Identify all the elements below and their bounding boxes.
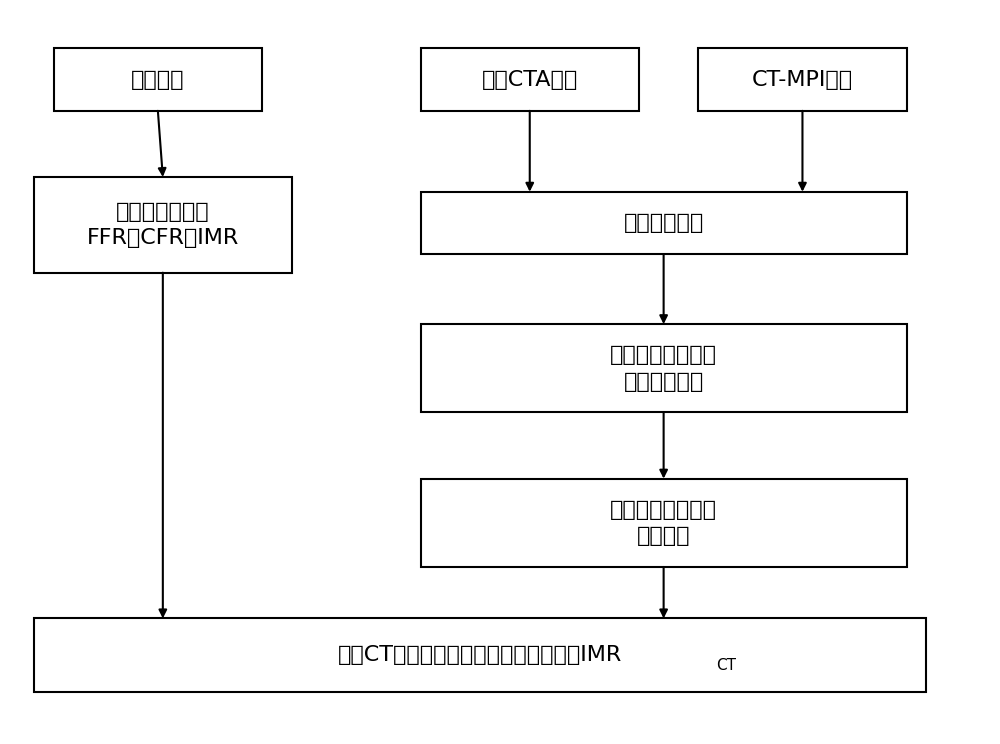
Text: CT: CT [716, 658, 736, 673]
Text: 快速重建主动脉及
相关分支血管: 快速重建主动脉及 相关分支血管 [610, 345, 717, 391]
Text: 基于CT心肌灌注、结合流体力学，计算IMR: 基于CT心肌灌注、结合流体力学，计算IMR [338, 645, 622, 665]
FancyBboxPatch shape [421, 192, 907, 254]
FancyBboxPatch shape [421, 48, 639, 111]
FancyBboxPatch shape [34, 618, 926, 692]
Text: 建立高保真可计算
数学模型: 建立高保真可计算 数学模型 [610, 500, 717, 546]
Text: 图像后期处理: 图像后期处理 [624, 213, 704, 233]
FancyBboxPatch shape [698, 48, 907, 111]
FancyBboxPatch shape [421, 324, 907, 412]
Text: 冠脉造影: 冠脉造影 [131, 70, 185, 89]
FancyBboxPatch shape [34, 177, 292, 273]
FancyBboxPatch shape [54, 48, 262, 111]
Text: 冠脉CTA扫描: 冠脉CTA扫描 [482, 70, 578, 89]
FancyBboxPatch shape [421, 478, 907, 567]
Text: 温度稀释法测定
FFR、CFR、IMR: 温度稀释法测定 FFR、CFR、IMR [87, 202, 239, 248]
Text: CT-MPI扫描: CT-MPI扫描 [752, 70, 853, 89]
